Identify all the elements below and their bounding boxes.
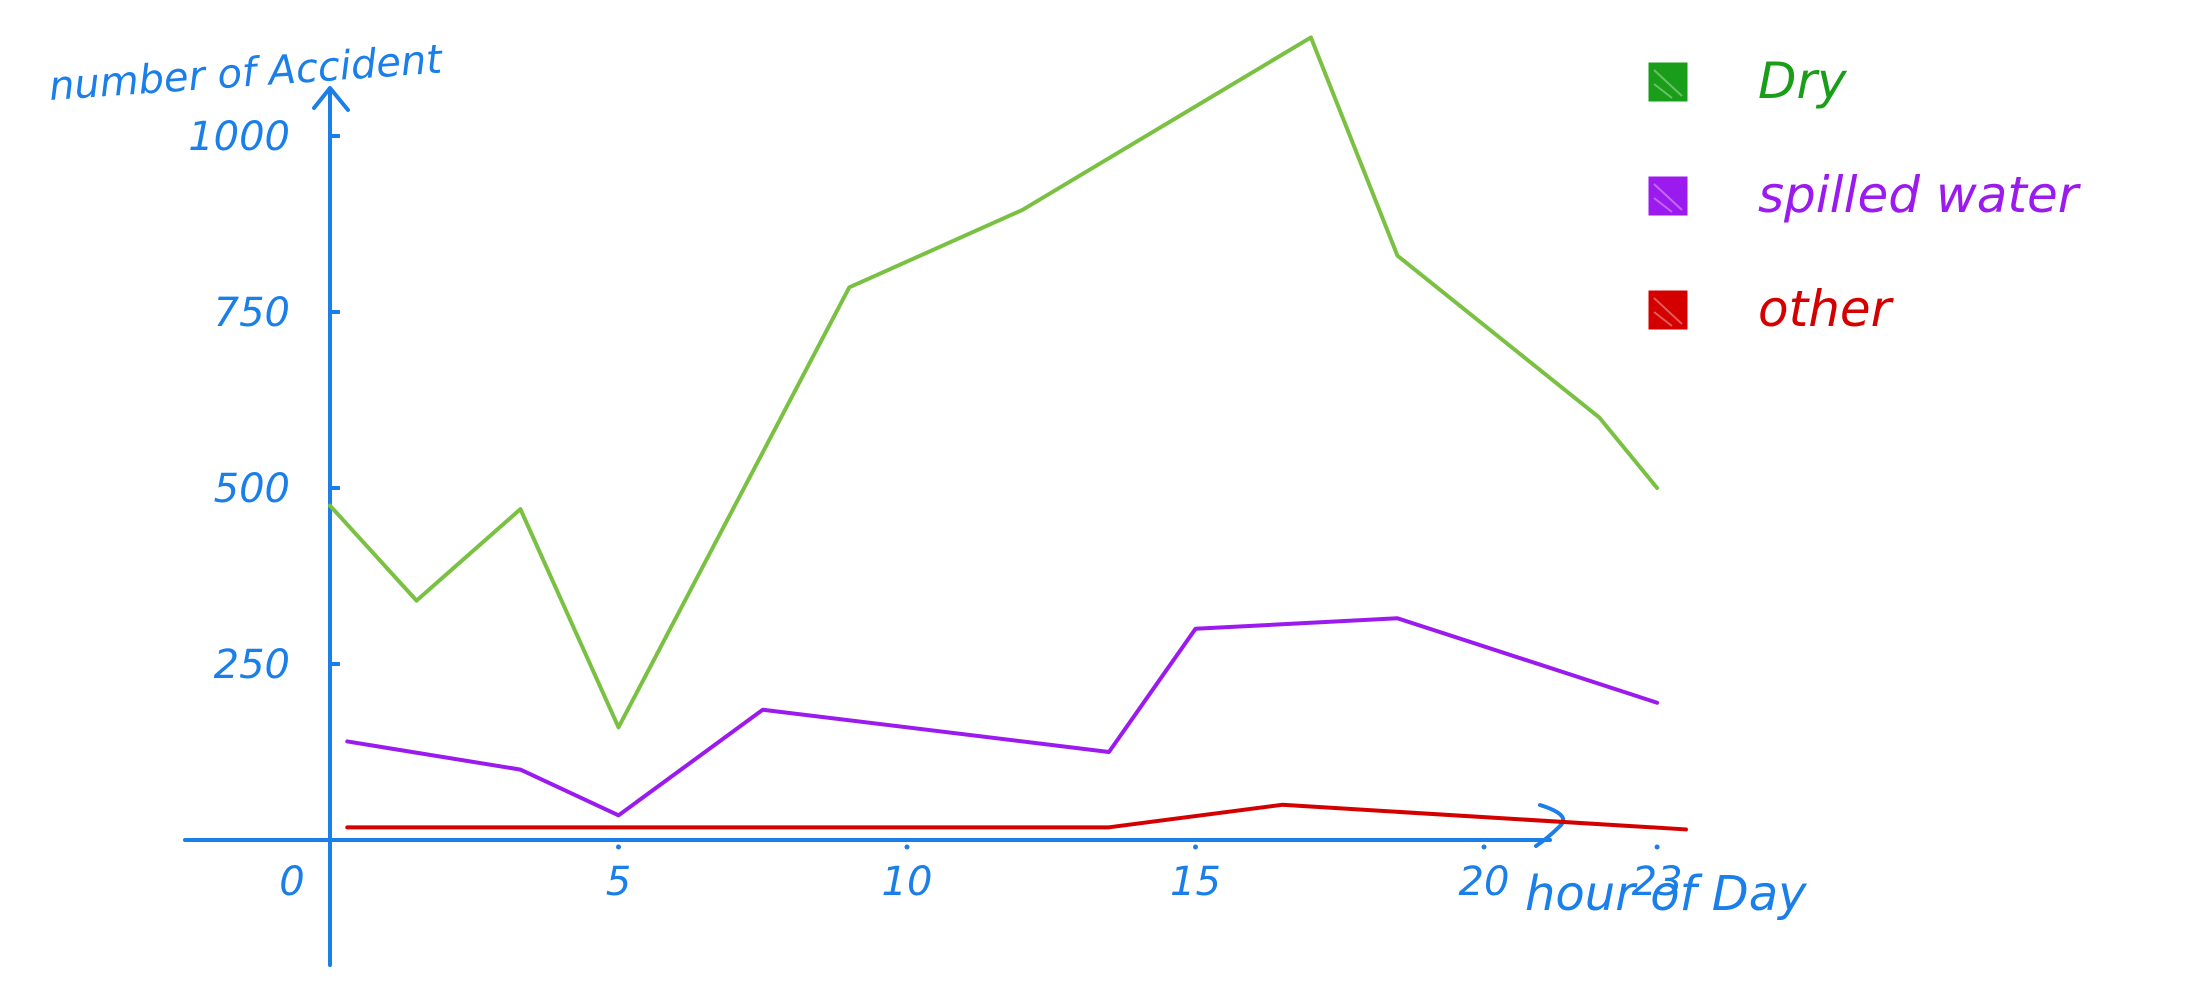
x-tick-label: 5 bbox=[606, 859, 631, 905]
x-tick-mark bbox=[616, 844, 621, 850]
x-axis-title: hour of Day bbox=[1525, 866, 1807, 922]
series-line-spilled-water bbox=[345, 616, 1660, 818]
x-tick-mark bbox=[1654, 844, 1660, 850]
legend: Dry spilled water other bbox=[1648, 52, 2082, 338]
x-tick-label: 15 bbox=[1170, 859, 1221, 905]
legend-swatch-scribble bbox=[1653, 69, 1683, 99]
series-line-other bbox=[345, 802, 1688, 832]
legend-label: Dry bbox=[1758, 52, 1848, 110]
y-tick-label: 250 bbox=[214, 642, 290, 688]
x-tick-label: 0 bbox=[279, 859, 304, 905]
y-tick-label: 1000 bbox=[188, 114, 290, 160]
x-tick-mark bbox=[904, 844, 910, 850]
axis-ticks: 250 500 750 1000 0 5 10 15 20 23 bbox=[188, 114, 1682, 905]
series-line-dry bbox=[328, 35, 1660, 730]
series-lines bbox=[328, 35, 1688, 832]
y-axis-arrowhead bbox=[312, 86, 350, 112]
y-tick-label: 500 bbox=[214, 466, 290, 512]
x-tick-label: 23 bbox=[1632, 859, 1683, 905]
legend-swatch bbox=[1648, 290, 1688, 330]
x-tick-label: 10 bbox=[882, 859, 933, 905]
legend-label: spilled water bbox=[1758, 166, 2082, 224]
legend-label: other bbox=[1758, 280, 1895, 338]
legend-swatch-scribble bbox=[1653, 183, 1683, 213]
x-axis-arrowhead bbox=[1534, 803, 1566, 848]
legend-swatch bbox=[1648, 176, 1688, 216]
x-tick-mark bbox=[1481, 844, 1487, 850]
x-tick-label: 20 bbox=[1459, 859, 1510, 905]
legend-swatch-scribble bbox=[1653, 297, 1683, 327]
legend-swatch bbox=[1648, 62, 1688, 102]
x-tick-mark bbox=[1193, 844, 1198, 850]
y-tick-label: 750 bbox=[214, 290, 290, 336]
y-axis-title: number of Accident bbox=[47, 37, 444, 110]
